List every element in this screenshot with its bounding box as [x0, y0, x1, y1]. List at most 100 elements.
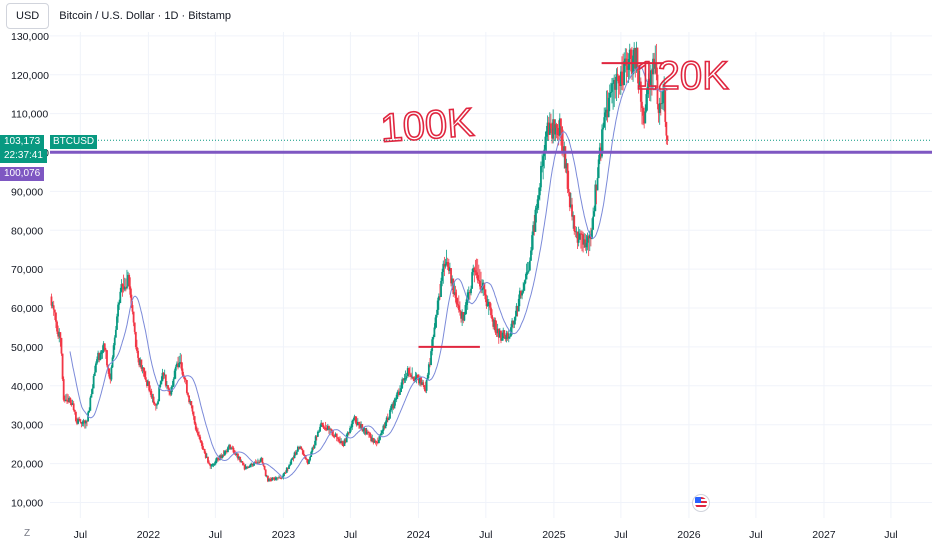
- candle-body: [318, 431, 320, 433]
- candle-body: [350, 427, 353, 429]
- candle-body: [126, 286, 128, 289]
- candle-body: [547, 122, 550, 135]
- candle-body: [51, 305, 54, 307]
- chart-grid: [50, 32, 932, 518]
- candle-body: [57, 331, 60, 337]
- candle-body: [430, 351, 432, 366]
- candle-body: [469, 292, 471, 294]
- candle-body: [244, 468, 247, 470]
- candle-body: [492, 318, 495, 327]
- candle-body: [567, 188, 570, 193]
- candle-body: [502, 330, 505, 339]
- candle-body: [202, 448, 205, 450]
- candle-body: [614, 80, 617, 90]
- candle-body: [172, 379, 175, 387]
- candle-body: [178, 362, 181, 368]
- candle-body: [554, 124, 557, 135]
- candle-body: [156, 404, 158, 406]
- candle-body: [169, 391, 172, 395]
- candle-body: [416, 374, 419, 378]
- candle-body: [524, 279, 527, 284]
- candle-body: [406, 368, 409, 377]
- candle-body: [70, 402, 73, 405]
- candle-body: [375, 441, 378, 443]
- candle-body: [245, 466, 248, 469]
- candle-body: [665, 121, 668, 136]
- x-tick-label: 2022: [137, 529, 161, 541]
- candle-body: [570, 204, 572, 208]
- candle-body: [72, 403, 75, 410]
- candle-body: [247, 466, 249, 468]
- candle-body: [147, 381, 149, 386]
- candle-body: [152, 396, 155, 404]
- y-tick-label: 50,000: [11, 342, 43, 354]
- candle-body: [558, 118, 561, 136]
- candle-body: [179, 362, 182, 363]
- candle-body: [461, 311, 464, 319]
- candle-body: [389, 409, 391, 419]
- candle-body: [627, 58, 630, 70]
- last-price-tag: 103,173: [0, 135, 45, 149]
- candle-body: [561, 126, 563, 151]
- candle-body: [654, 63, 657, 69]
- candle-body: [127, 275, 129, 287]
- candle-body: [219, 455, 222, 460]
- candlestick-series[interactable]: [50, 41, 669, 483]
- candle-body: [516, 305, 519, 312]
- candle-body: [208, 462, 210, 464]
- candle-body: [203, 449, 206, 453]
- candle-body: [157, 401, 159, 405]
- timezone-button[interactable]: Z: [23, 528, 31, 539]
- candle-body: [249, 464, 252, 467]
- candle-body: [383, 425, 386, 429]
- candle-body: [340, 441, 343, 444]
- candle-body: [514, 316, 517, 321]
- candle-body: [454, 292, 457, 298]
- candle-body: [122, 286, 125, 290]
- candle-body: [651, 70, 653, 75]
- candle-body: [146, 380, 148, 386]
- candle-body: [214, 460, 217, 464]
- candle-body: [282, 473, 285, 477]
- candle-body: [632, 55, 634, 75]
- candle-body: [242, 462, 245, 465]
- candle-body: [472, 267, 475, 273]
- candle-body: [646, 86, 649, 95]
- us-flag-icon[interactable]: [692, 494, 710, 512]
- candle-body: [420, 377, 422, 385]
- candle-body: [309, 457, 311, 461]
- candle-body: [81, 421, 84, 424]
- candle-body: [119, 291, 122, 304]
- candle-body: [655, 63, 658, 75]
- candle-body: [163, 374, 166, 376]
- candle-body: [606, 109, 609, 118]
- candle-body: [659, 103, 662, 104]
- x-tick-label: 2023: [272, 529, 296, 541]
- horizontal-lines[interactable]: [50, 62, 932, 348]
- candle-body: [134, 331, 137, 348]
- candle-body: [113, 337, 116, 346]
- candle-body: [133, 322, 136, 332]
- candle-body: [269, 478, 272, 481]
- candle-body: [139, 359, 142, 366]
- candle-body: [302, 450, 305, 455]
- candle-body: [540, 166, 542, 188]
- candle-body: [170, 387, 173, 395]
- currency-button[interactable]: USD: [6, 3, 50, 29]
- candle-body: [409, 373, 411, 375]
- candle-body: [432, 337, 435, 340]
- candle-body: [129, 286, 132, 295]
- candle-body: [390, 406, 393, 410]
- candle-body: [576, 231, 579, 243]
- candle-body: [453, 292, 456, 294]
- candle-body: [392, 404, 395, 409]
- candle-body: [184, 379, 187, 381]
- candle-body: [283, 472, 286, 474]
- candle-body: [200, 440, 203, 444]
- candle-body: [371, 437, 374, 442]
- candle-body: [132, 311, 135, 323]
- candle-body: [643, 115, 646, 124]
- candle-body: [237, 453, 239, 459]
- candle-body: [231, 447, 234, 449]
